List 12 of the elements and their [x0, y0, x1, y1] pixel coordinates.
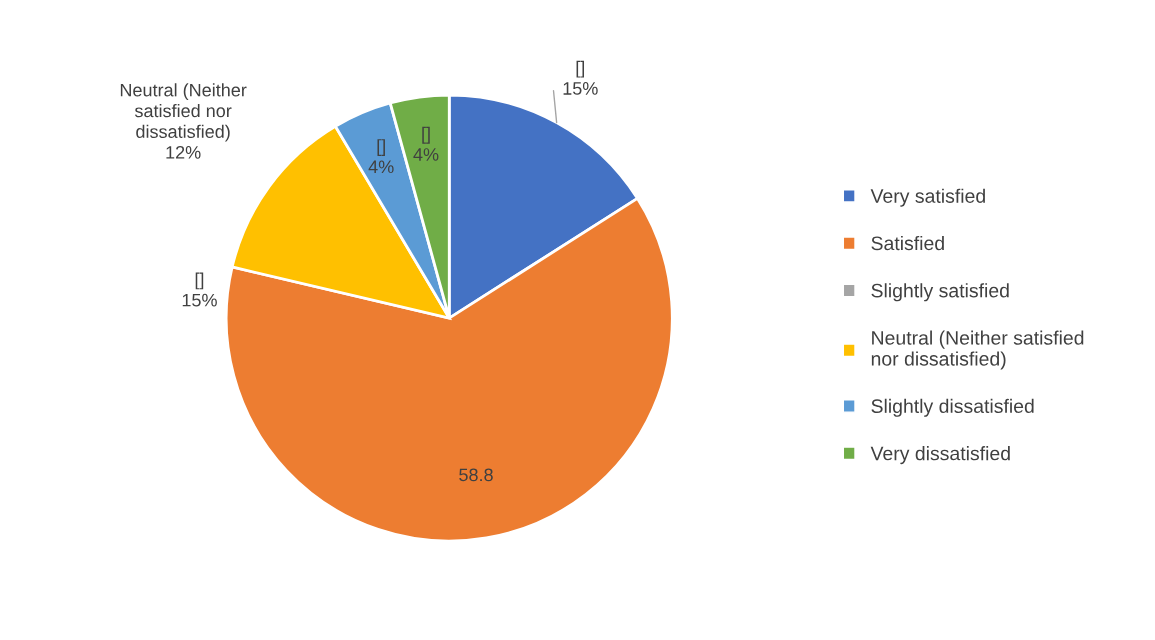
data-label: [] 15% [563, 60, 598, 95]
legend-label: Slightly satisfied [871, 283, 1009, 302]
legend-label: Slightly dissatisfied [871, 398, 1034, 417]
legend-label: Neutral (Neither satisfied nor dissatisfied) [871, 330, 1084, 370]
legend-label: Very dissatisfied [870, 446, 1010, 465]
legend-label: Satisfied [871, 235, 944, 251]
data-label: Neutral (Neither satisfied nor dissatisfied) 12% [120, 83, 247, 159]
data-label: [] 4% [368, 139, 394, 174]
data-label: 58.8 [459, 468, 493, 482]
legend-label: Very satisfied [870, 188, 985, 207]
text: [] 15% [182, 272, 217, 307]
data-label: [] 4% [413, 126, 439, 161]
